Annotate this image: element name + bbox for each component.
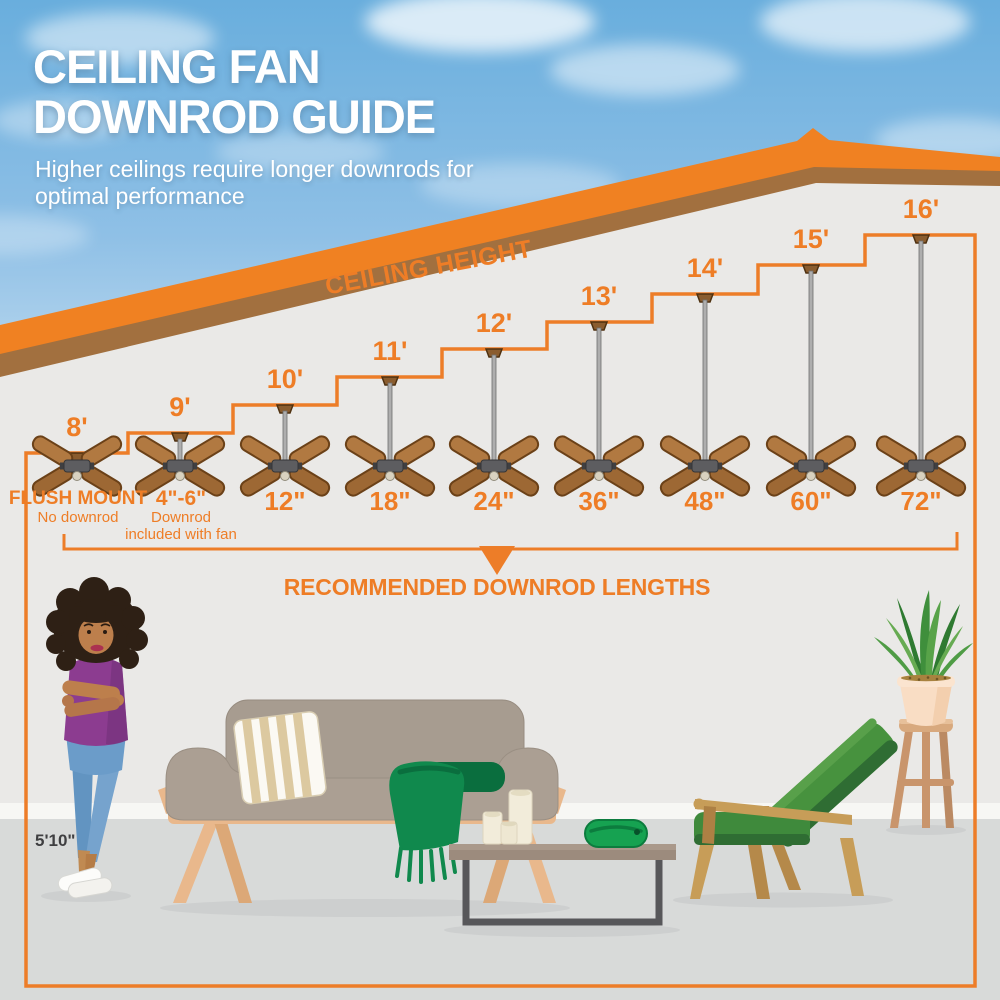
- green-bowl: [584, 819, 648, 848]
- ceiling-fan-icon: [763, 264, 859, 500]
- ceiling-fan-icon: [551, 321, 647, 500]
- downrod-note-flush: No downrod: [37, 509, 119, 526]
- ceiling-label-16ft: 16': [902, 194, 940, 224]
- ceiling-step-outline: [24, 233, 977, 988]
- ceiling-fans: [29, 234, 969, 500]
- downrod-label-36in: 36": [578, 486, 620, 516]
- ceiling-label-13ft: 13': [580, 281, 618, 311]
- downrod-label-18in: 18": [369, 486, 411, 516]
- downrod-label-12in: 12": [264, 486, 306, 516]
- page-title: CEILING FAN DOWNROD GUIDE: [33, 40, 436, 143]
- throw-blanket: [389, 761, 505, 884]
- ceiling-fan-icon: [657, 293, 753, 500]
- wall: [0, 175, 1000, 803]
- downrod-note-4-6in-line2: included with fan: [125, 526, 237, 543]
- downrod-label-60in: 60": [790, 486, 832, 516]
- bracket-arrow-icon: [479, 546, 515, 575]
- coffee-table: [449, 789, 676, 926]
- downrod-note-4-6in-line1: Downrod: [150, 509, 212, 526]
- potted-plant: [874, 590, 973, 726]
- ceiling-label-15ft: 15': [792, 224, 830, 254]
- armchair: [690, 718, 898, 899]
- downrod-label-24in: 24": [473, 486, 515, 516]
- person-height-label: 5'10": [35, 831, 76, 850]
- page-subtitle: Higher ceilings require longer downrods …: [35, 156, 474, 209]
- downrod-label-4-6in: 4"-6": [155, 487, 207, 510]
- ceiling-fan-icon: [29, 432, 125, 500]
- striped-pillow: [233, 711, 327, 805]
- ceiling-fan-icon: [873, 234, 969, 500]
- ceiling-fan-icon: [446, 348, 542, 500]
- ceiling-label-9ft: 9': [169, 392, 191, 422]
- ceiling-fan-icon: [342, 376, 438, 500]
- ceiling-label-10ft: 10': [266, 364, 304, 394]
- ceiling-fan-icon: [237, 404, 333, 500]
- recommended-downrod-lengths-label: RECOMMENDED DOWNROD LENGTHS: [283, 574, 711, 600]
- couch: [158, 699, 566, 903]
- plant-leaves: [874, 590, 973, 682]
- person: [46, 577, 148, 899]
- ceiling-label-12ft: 12': [475, 308, 513, 338]
- ceiling-label-14ft: 14': [686, 253, 724, 283]
- ceiling-fan-icon: [132, 432, 228, 500]
- ceiling-label-8ft: 8': [66, 412, 88, 442]
- downrod-label-48in: 48": [684, 486, 726, 516]
- candles: [482, 789, 533, 845]
- downrod-label-flush: FLUSH MOUNT: [8, 488, 148, 509]
- title-line-2: DOWNROD GUIDE: [33, 90, 436, 143]
- ceiling-label-11ft: 11': [372, 336, 408, 366]
- hair-front: [69, 599, 123, 624]
- sneakers: [57, 867, 113, 899]
- title-line-1: CEILING FAN: [33, 40, 321, 93]
- downrod-label-72in: 72": [900, 486, 942, 516]
- roof: [0, 128, 1000, 354]
